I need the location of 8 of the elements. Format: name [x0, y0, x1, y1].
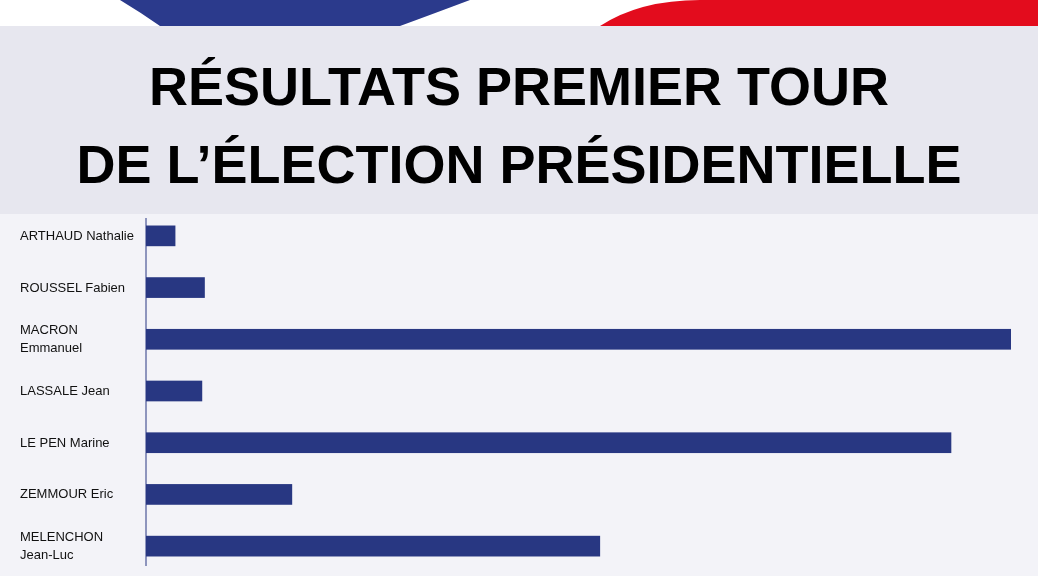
y-tick-label: ZEMMOUR Eric	[20, 486, 114, 502]
y-tick-label: LE PEN Marine	[20, 434, 110, 450]
y-tick-label: ARTHAUD Nathalie	[20, 227, 134, 243]
chart-title: RÉSULTATS PREMIER TOUR DE L’ÉLECTION PRÉSIDENTIELLE	[76, 56, 962, 194]
y-tick-label: MELENCHON Jean-Luc	[20, 529, 104, 563]
y-tick-label: ROUSSEL Fabien	[20, 279, 126, 295]
y-tick-label: LASSALE Jean	[20, 383, 110, 398]
y-tick-label: MACRON Emmanuel	[20, 322, 83, 356]
